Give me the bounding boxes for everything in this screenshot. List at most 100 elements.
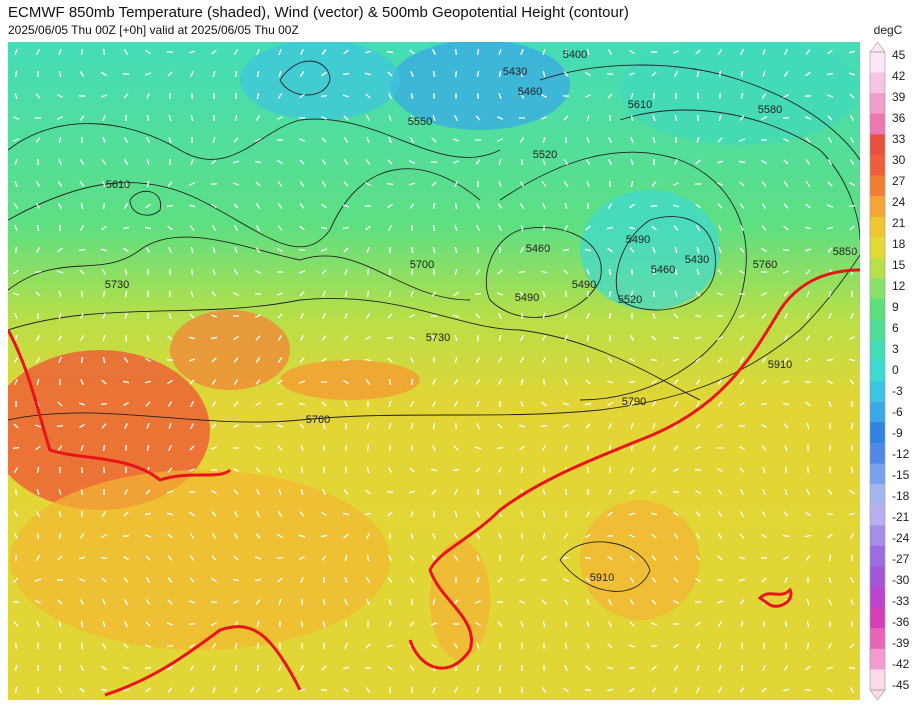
warm-region [430, 540, 490, 660]
wind-arrow [101, 577, 107, 583]
wind-arrow [256, 48, 260, 56]
wind-arrow [497, 621, 503, 627]
wind-arrow [541, 116, 547, 120]
wind-arrow [717, 49, 723, 55]
wind-arrow [584, 688, 592, 692]
wind-arrow [58, 203, 62, 209]
wind-arrow [102, 114, 106, 122]
wind-arrow [431, 137, 437, 143]
wind-arrow [474, 600, 482, 604]
wind-arrow [144, 226, 152, 230]
wind-arrow [102, 643, 106, 649]
colorbar-swatch [870, 52, 885, 74]
wind-arrow [36, 664, 40, 672]
wind-arrow [695, 401, 701, 407]
wind-arrow [608, 137, 612, 143]
wind-arrow [606, 380, 614, 384]
wind-arrow [696, 136, 700, 144]
wind-arrow [739, 533, 745, 539]
wind-arrow [102, 312, 106, 320]
wind-arrow [212, 225, 216, 231]
wind-arrow [255, 247, 261, 253]
wind-arrow [58, 510, 62, 518]
wind-arrow [13, 467, 19, 473]
wind-arrow [278, 598, 282, 606]
wind-arrow [146, 92, 150, 100]
wind-arrow [58, 158, 62, 166]
wind-arrow [320, 94, 328, 98]
wind-arrow [79, 181, 85, 187]
wind-arrow [629, 687, 635, 693]
colorbar-swatch [870, 401, 885, 423]
wind-arrow [35, 291, 41, 297]
wind-arrow [255, 357, 261, 363]
wind-arrow [542, 620, 546, 628]
wind-arrow [739, 379, 745, 385]
contour-label: 5610 [628, 99, 652, 111]
wind-arrow [388, 555, 392, 561]
wind-arrow [629, 599, 635, 605]
wind-arrow [784, 335, 788, 341]
wind-arrow [476, 511, 480, 517]
wind-arrow [828, 554, 832, 562]
wind-arrow [255, 599, 261, 605]
wind-arrow [673, 533, 679, 539]
wind-arrow [541, 335, 547, 341]
wind-arrow [277, 577, 283, 583]
wind-arrow [629, 621, 635, 627]
wind-arrow [278, 70, 282, 78]
wind-arrow [806, 620, 810, 628]
wind-arrow [520, 247, 524, 253]
wind-arrow [320, 248, 328, 252]
wind-arrow [124, 621, 128, 627]
wind-arrow [518, 270, 526, 274]
wind-arrow [784, 444, 788, 452]
wind-arrow [630, 114, 634, 122]
wind-arrow [761, 313, 767, 319]
colorbar-swatch [870, 154, 885, 176]
wind-arrow [586, 356, 590, 364]
wind-arrow [233, 292, 239, 296]
wind-arrow [367, 268, 369, 276]
wind-arrow [475, 115, 481, 121]
wind-arrow [57, 555, 63, 561]
contour-label: 5490 [626, 234, 650, 246]
wind-arrow [804, 534, 812, 538]
wind-arrow [585, 665, 591, 671]
contours [8, 60, 860, 592]
wind-arrow [344, 268, 348, 276]
colorbar-label: 0 [892, 363, 899, 377]
wind-arrow [14, 180, 18, 188]
wind-arrow [520, 378, 524, 386]
wind-arrow [188, 358, 196, 362]
wind-arrow [584, 402, 592, 406]
wind-arrow [35, 445, 41, 451]
wind-arrow [541, 401, 547, 407]
contour-line [279, 60, 331, 96]
wind-arrow [587, 290, 589, 298]
wind-arrow [563, 269, 569, 275]
wind-arrow [740, 92, 744, 100]
wind-arrow [804, 226, 812, 230]
wind-arrow [298, 402, 306, 406]
colorbar-label: 30 [892, 153, 906, 167]
wind-arrow [189, 665, 195, 671]
wind-arrow [234, 70, 238, 78]
wind-arrow [145, 599, 151, 605]
wind-arrow [628, 534, 636, 538]
wind-arrow [850, 598, 854, 606]
wind-arrow [387, 577, 393, 583]
colorbar-label: 27 [892, 174, 906, 188]
wind-arrow [146, 137, 150, 143]
wind-arrow [234, 246, 238, 254]
colorbar-label: -27 [892, 552, 910, 566]
wind-arrow [80, 665, 84, 671]
wind-arrow [298, 270, 306, 274]
wind-arrow [387, 313, 393, 319]
wind-arrow [828, 643, 832, 649]
wind-arrow [322, 598, 326, 606]
wind-arrow [123, 555, 129, 561]
colorbar-label: 9 [892, 300, 899, 314]
wind-arrow [79, 423, 85, 429]
